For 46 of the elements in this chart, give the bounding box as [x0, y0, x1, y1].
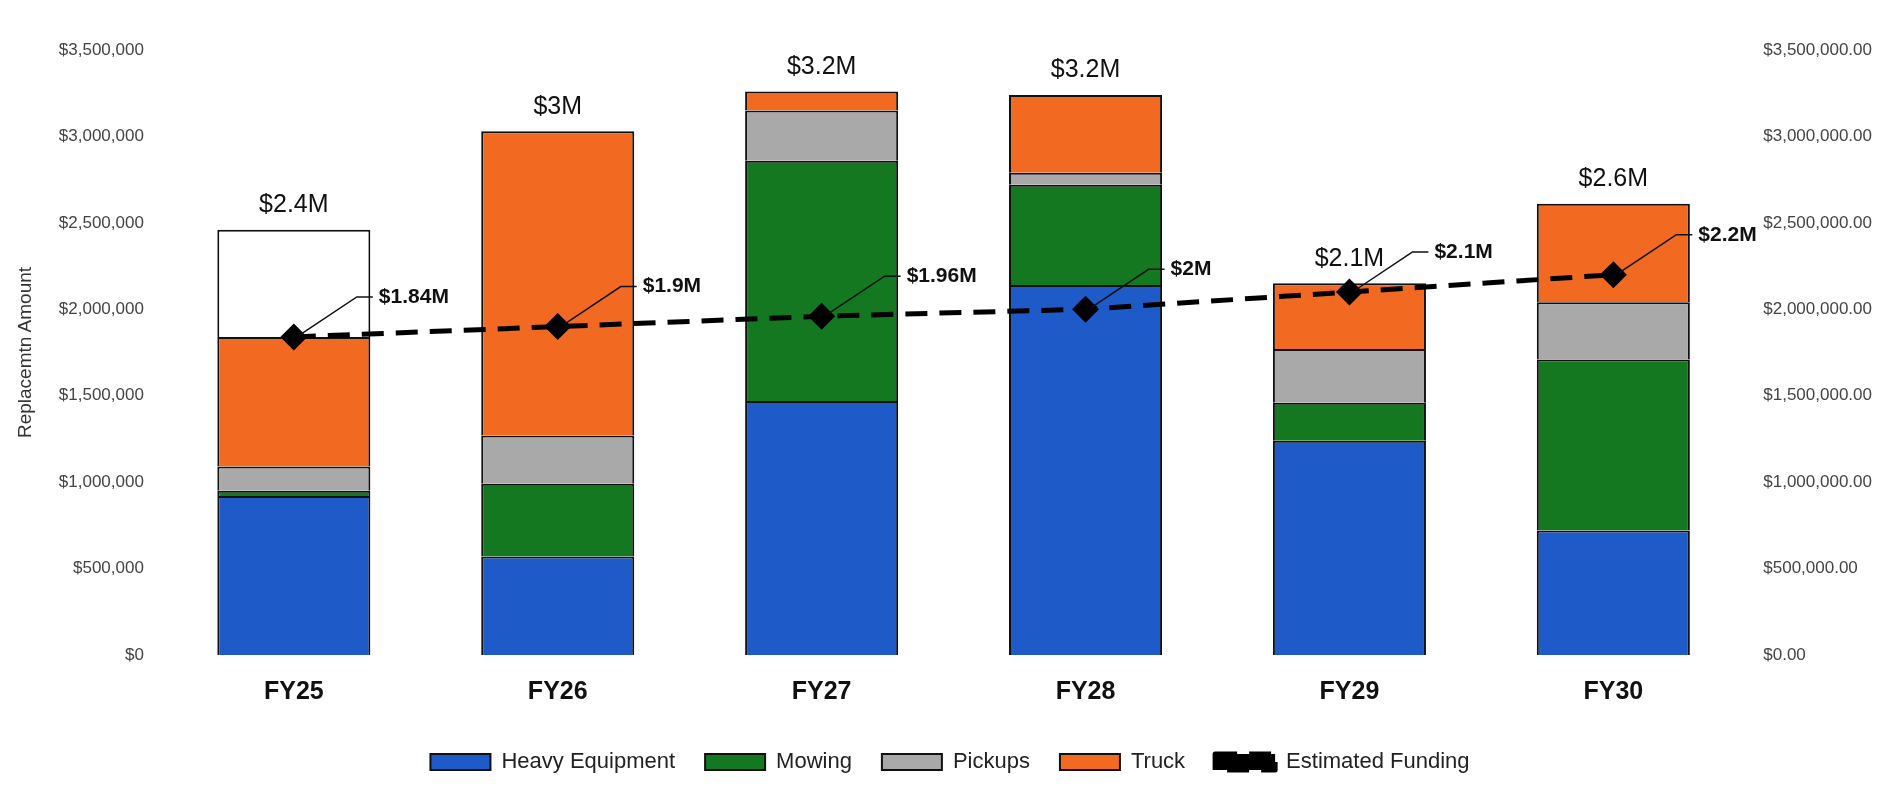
- total-label: $2.6M: [1578, 163, 1649, 192]
- total-label: $3.2M: [1050, 54, 1121, 83]
- y-tick-label: $2,500,000: [58, 212, 144, 232]
- y2-tick-label: $1,500,000.00: [1763, 385, 1872, 405]
- y2-tick-label: $3,000,000.00: [1763, 126, 1872, 146]
- y2-tick-label: $2,000,000.00: [1763, 298, 1872, 318]
- legend-label: Pickups: [952, 748, 1030, 774]
- point: [281, 324, 307, 350]
- x-tick-label: FY30: [1583, 675, 1644, 704]
- data-label: $2.1M: [1434, 238, 1493, 262]
- point: [545, 314, 571, 340]
- point: [1600, 262, 1626, 288]
- y-tick-label: $3,000,000: [58, 126, 144, 146]
- legend-label: Estimated Funding: [1286, 748, 1470, 774]
- y2-tick-label: $2,500,000.00: [1763, 212, 1872, 232]
- y-tick-label: $2,000,000: [58, 298, 144, 318]
- data-label: $1.9M: [642, 273, 702, 297]
- y2-tick-label: $500,000.00: [1763, 558, 1858, 578]
- y-axis-title: Replacemtn Amount: [13, 266, 35, 439]
- data-label: $1.84M: [378, 283, 449, 307]
- legend-label: Heavy Equipment: [501, 748, 676, 774]
- data-label: $2M: [1170, 256, 1212, 280]
- x-tick-label: FY28: [1055, 675, 1116, 704]
- y-tick-label: $1,500,000: [58, 385, 144, 405]
- legend-label: Truck: [1130, 748, 1187, 774]
- total-label: $3M: [533, 90, 583, 119]
- point: [1336, 279, 1362, 305]
- data-label: $1.96M: [906, 263, 977, 286]
- x-tick-label: FY26: [527, 675, 588, 704]
- total-label: $2.1M: [1314, 242, 1385, 271]
- y-tick-label: $3,500,000: [58, 39, 144, 59]
- y2-tick-label: $3,500,000.00: [1763, 39, 1872, 59]
- point: [1073, 296, 1099, 322]
- y2-tick-label: $1,000,000.00: [1763, 471, 1872, 491]
- data-label: $2.2M: [1698, 221, 1757, 245]
- x-tick-label: FY29: [1319, 675, 1380, 704]
- point: [809, 303, 835, 329]
- total-label: $3.2M: [786, 50, 857, 79]
- y-tick-label: $0: [124, 644, 144, 664]
- y-tick-label: $500,000: [72, 558, 144, 578]
- y2-tick-label: $0.00: [1763, 644, 1806, 664]
- legend-label: Mowing: [776, 748, 852, 774]
- y-tick-label: $1,000,000: [58, 471, 144, 491]
- total-label: $2.4M: [259, 189, 329, 218]
- x-tick-label: FY25: [263, 675, 324, 704]
- x-tick-label: FY27: [791, 675, 852, 704]
